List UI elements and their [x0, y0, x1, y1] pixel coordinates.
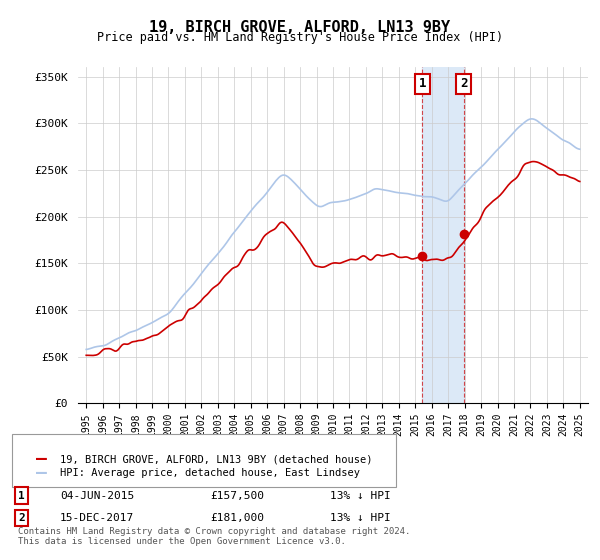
Text: 19, BIRCH GROVE, ALFORD, LN13 9BY (detached house): 19, BIRCH GROVE, ALFORD, LN13 9BY (detac… — [60, 454, 373, 464]
Text: £181,000: £181,000 — [210, 513, 264, 523]
Text: 2: 2 — [460, 77, 468, 90]
Text: Price paid vs. HM Land Registry's House Price Index (HPI): Price paid vs. HM Land Registry's House … — [97, 31, 503, 44]
Text: Contains HM Land Registry data © Crown copyright and database right 2024.
This d: Contains HM Land Registry data © Crown c… — [18, 526, 410, 546]
Text: £157,500: £157,500 — [210, 491, 264, 501]
Bar — [422, 67, 464, 403]
Text: 2: 2 — [18, 513, 25, 523]
Text: HPI: Average price, detached house, East Lindsey: HPI: Average price, detached house, East… — [60, 468, 360, 478]
Text: 15-DEC-2017: 15-DEC-2017 — [60, 513, 134, 523]
Text: —: — — [36, 464, 47, 482]
Text: 04-JUN-2015: 04-JUN-2015 — [60, 491, 134, 501]
Text: 1: 1 — [418, 77, 426, 90]
Text: 19, BIRCH GROVE, ALFORD, LN13 9BY: 19, BIRCH GROVE, ALFORD, LN13 9BY — [149, 20, 451, 35]
Text: 13% ↓ HPI: 13% ↓ HPI — [330, 513, 391, 523]
Text: —: — — [36, 450, 47, 468]
Text: 13% ↓ HPI: 13% ↓ HPI — [330, 491, 391, 501]
Text: 1: 1 — [18, 491, 25, 501]
